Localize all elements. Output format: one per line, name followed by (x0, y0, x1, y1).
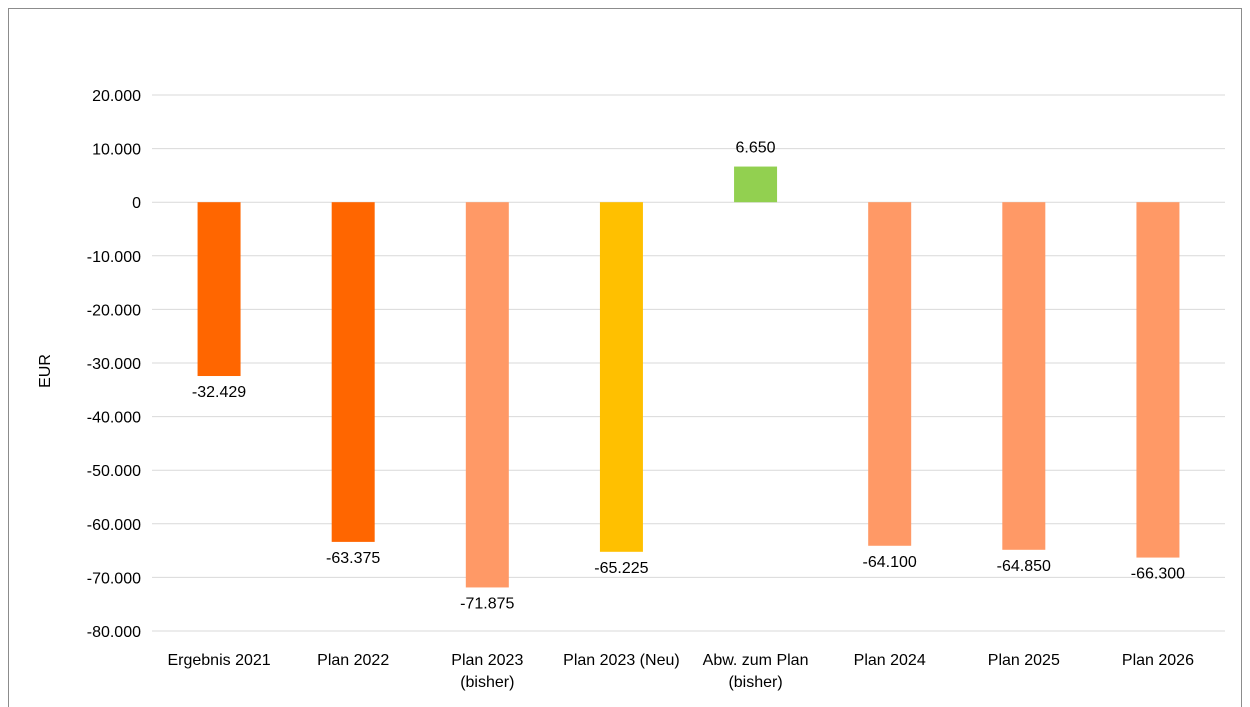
data-label: -32.429 (192, 384, 246, 401)
x-category-label-line: Plan 2025 (988, 652, 1060, 669)
x-axis-categories: Ergebnis 2021 Plan 2022 Plan 2023 (bisher)P… (167, 652, 1194, 691)
y-tick-label: -70.000 (87, 570, 141, 587)
data-label: -71.875 (460, 595, 514, 612)
x-category-label-line: (bisher) (728, 674, 782, 691)
x-category-label-line: Plan 2024 (854, 652, 926, 669)
y-tick-label: 10.000 (92, 142, 141, 159)
x-category-label: Plan 2024 (854, 652, 926, 669)
y-axis-ticks: 20.000 10.000 0 -10.000 -20.000 -30.000 -40.00… (87, 88, 141, 641)
x-category-label: Plan 2023 (bisher) (451, 652, 523, 691)
y-tick-label: -80.000 (87, 624, 141, 641)
data-label: -64.100 (863, 554, 917, 571)
chart-frame (8, 8, 1242, 707)
x-category-label-line: Plan 2022 (317, 652, 389, 669)
y-tick-label: -60.000 (87, 517, 141, 534)
y-tick-label: -20.000 (87, 302, 141, 319)
data-label: -63.375 (326, 550, 380, 567)
x-category-label-line: Ergebnis 2021 (167, 652, 270, 669)
x-category-label: Abw. zum Plan (bisher) (703, 652, 809, 691)
x-category-label: Ergebnis 2021 (167, 652, 270, 669)
x-category-label-line: Plan 2023 (Neu) (563, 652, 680, 669)
y-tick-label: -30.000 (87, 356, 141, 373)
y-tick-label: 0 (132, 195, 141, 212)
data-label: -65.225 (594, 560, 648, 577)
data-label: 6.650 (736, 140, 776, 157)
bar (734, 166, 778, 203)
bars (197, 166, 1180, 588)
x-category-label: Plan 2022 (317, 652, 389, 669)
y-axis-title: EUR (37, 354, 54, 388)
y-tick-label: 20.000 (92, 88, 141, 105)
x-category-label-line: Plan 2023 (451, 652, 523, 669)
x-category-label: Plan 2025 (988, 652, 1060, 669)
bar (465, 202, 509, 588)
x-category-label-line: Abw. zum Plan (703, 652, 809, 669)
y-tick-label: -40.000 (87, 410, 141, 427)
y-tick-label: -50.000 (87, 463, 141, 480)
bar (868, 202, 912, 546)
bar (1002, 202, 1046, 550)
y-tick-label: -10.000 (87, 249, 141, 266)
gridlines (152, 94, 1225, 632)
bar (331, 202, 375, 542)
x-category-label: Plan 2026 (1122, 652, 1194, 669)
x-category-label-line: (bisher) (460, 674, 514, 691)
bar (599, 202, 643, 552)
bar (197, 202, 241, 377)
x-category-label-line: Plan 2026 (1122, 652, 1194, 669)
data-labels: -32.429 -63.375 -71.875 -65.225 6.650 -64.100… (192, 140, 1185, 613)
data-label: -64.850 (997, 558, 1051, 575)
data-label: -66.300 (1131, 566, 1185, 583)
x-category-label: Plan 2023 (Neu) (563, 652, 680, 669)
bar (1136, 202, 1180, 558)
